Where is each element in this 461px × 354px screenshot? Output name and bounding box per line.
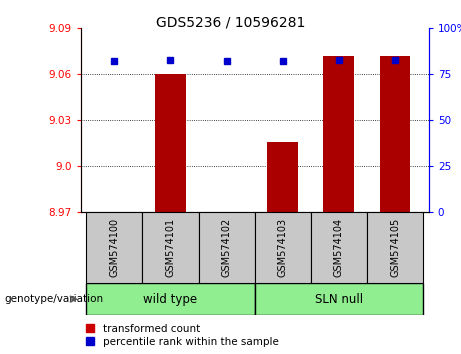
Text: GSM574103: GSM574103	[278, 218, 288, 278]
Bar	[255, 283, 423, 315]
Bar	[267, 142, 298, 212]
Bar	[155, 74, 186, 212]
Text: wild type: wild type	[143, 293, 198, 306]
Bar	[367, 212, 423, 283]
Text: GSM574104: GSM574104	[334, 218, 344, 278]
Bar	[142, 212, 199, 283]
Bar	[199, 212, 255, 283]
Text: GSM574102: GSM574102	[222, 218, 231, 278]
Text: GSM574100: GSM574100	[109, 218, 119, 278]
Bar	[311, 212, 367, 283]
Bar	[86, 283, 255, 315]
Bar	[324, 56, 355, 212]
Legend: transformed count, percentile rank within the sample: transformed count, percentile rank withi…	[86, 324, 278, 347]
Text: genotype/variation: genotype/variation	[5, 294, 104, 304]
Text: SLN null: SLN null	[315, 293, 363, 306]
Bar	[255, 212, 311, 283]
Bar	[86, 212, 142, 283]
Bar	[379, 56, 410, 212]
Text: GSM574101: GSM574101	[165, 218, 176, 278]
Text: GSM574105: GSM574105	[390, 218, 400, 278]
Text: GDS5236 / 10596281: GDS5236 / 10596281	[156, 16, 305, 30]
